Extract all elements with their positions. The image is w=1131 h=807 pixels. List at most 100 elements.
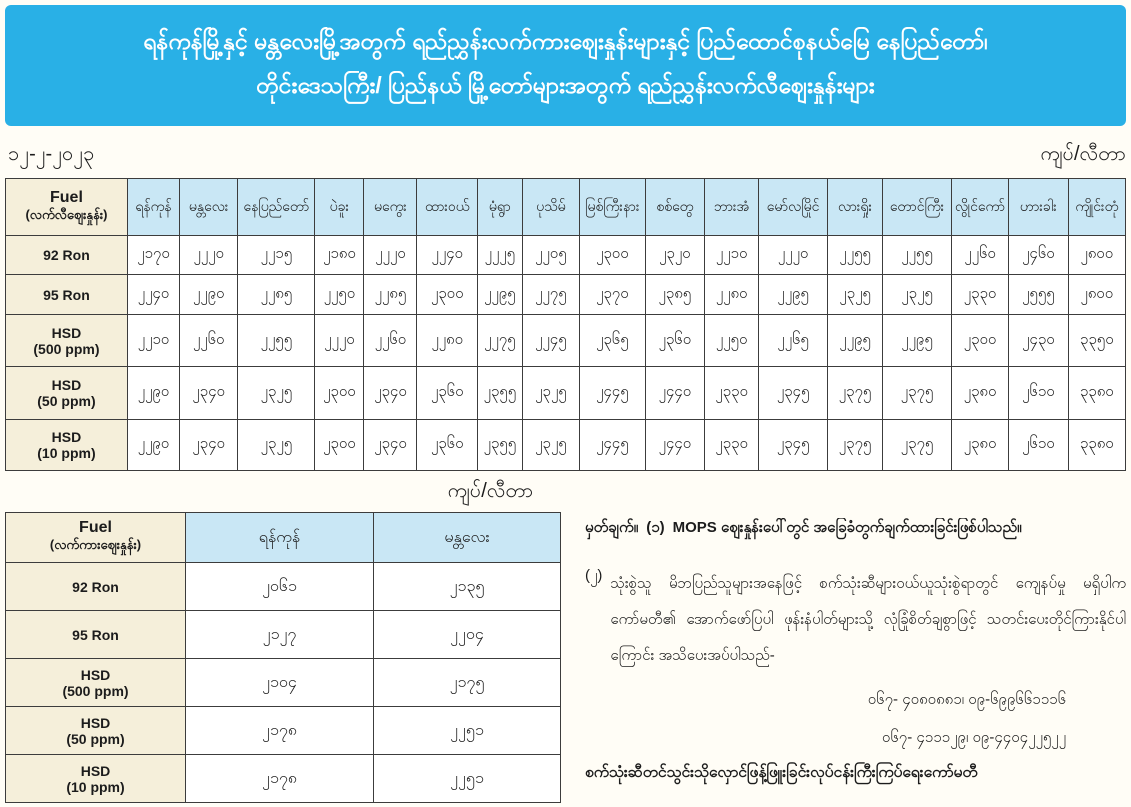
price-cell: ၂၄၄၀ (644, 419, 706, 471)
note-1-text: MOPS ဈေးနှုန်းပေါ်တွင် အခြေခံတွက်ချက်ထား… (672, 519, 1022, 536)
fuel-header-title: Fuel (50, 188, 83, 206)
wholesale-price-table: Fuel (လက်ကားဈေးနှုန်း) ရန်ကုန် မန္တလေး 92… (5, 512, 561, 803)
hotline-phone-1: ၀၆၇- ၄၀၈၀၈၈၁၊ ၀၉-၆၉၉၆၆၁၁၁၆ (867, 691, 1066, 708)
price-cell: ၂၃၅၅ (476, 366, 523, 420)
price-cell: ၂၂၈၅ (237, 274, 316, 315)
price-row: 92 Ron ၂၁၇၀ ၂၂၂၀ ၂၂၁၅ ၂၁၈၀ ၂၂၂၀ ၂၂၄၀ ၂၂၂၅ ၂၂၀၅ ၂၃… (5, 235, 1127, 275)
price-cell: ၂၆၁၀ (1008, 366, 1069, 420)
price-cell: ၂၃၇၅ (826, 366, 884, 420)
price-row: HSD (500 ppm) ၂၁၀၄ ၂၁၇၅ (5, 658, 561, 707)
price-cell: ၂၃၆၅ (579, 314, 646, 367)
price-cell: ၂၂၂၀ (758, 235, 828, 275)
fuel-label: 95 Ron (5, 274, 128, 315)
city-header: ရန်ကုန် (185, 512, 374, 563)
city-header: မုံရွာ (476, 178, 523, 236)
price-cell: ၂၂၅၀ (703, 314, 760, 367)
retail-price-table: Fuel (လက်လီဈေးနှုန်း) ရန်ကုန် မန္တလေး နေပြ… (5, 178, 1127, 471)
city-header: နေပြည်တော် (237, 178, 316, 236)
unit-label-top: ကျပ်/လီတာ (1040, 143, 1126, 165)
price-cell: ၂၁၂၇ (185, 610, 374, 659)
committee-name: စက်သုံးဆီတင်သွင်းသိုလှောင်ဖြန့်ဖြူးခြင်း… (585, 764, 978, 781)
price-cell: ၂၄၃၀ (1008, 314, 1069, 367)
price-row: HSD (10 ppm) ၂၂၉၀ ၂၃၄၀ ၂၃၂၅ ၂၃၀၀ ၂၃၄၀ ၂၃၆၀ ၂၃၅၅၂… (5, 419, 1127, 471)
price-cell: ၂၃၅၅ (476, 419, 523, 471)
note-1-number: (၁) (646, 519, 665, 536)
price-cell: ၂၂၉၅ (476, 274, 523, 315)
city-header: ပဲခူး (314, 178, 365, 236)
price-cell: ၂၂၆၀ (363, 314, 418, 367)
price-cell: ၂၁၀၄ (185, 658, 374, 707)
price-cell: ၂၃၃၀ (950, 274, 1010, 315)
fuel-header-title: Fuel (79, 519, 112, 536)
price-cell: ၂၃၄၀ (178, 366, 239, 420)
price-cell: ၂၂၁၀ (126, 314, 180, 367)
fuel-label: HSD (10 ppm) (5, 754, 186, 803)
city-header: မြစ်ကြီးနား (579, 178, 646, 236)
city-header: လားရှိုး (826, 178, 884, 236)
price-cell: ၂၃၄၅ (758, 366, 828, 420)
note-1: မှတ်ချက်။ (၁) MOPS ဈေးနှုန်းပေါ်တွင် အခြ… (585, 518, 1126, 540)
price-cell: ၂၂၇၅ (521, 274, 581, 315)
price-cell: ၃၃၈၀ (1067, 419, 1127, 471)
title-banner: ရန်ကုန်မြို့နှင့် မန္တလေးမြို့အတွက် ရည်ည… (5, 5, 1126, 126)
price-cell: ၂၂၂၀ (178, 235, 239, 275)
fuel-label: HSD (500 ppm) (5, 658, 186, 707)
fuel-label: HSD (50 ppm) (5, 366, 128, 420)
price-cell: ၂၃၄၀ (363, 419, 418, 471)
price-cell: ၃၃၅၀ (1067, 314, 1127, 367)
notes-section: မှတ်ချက်။ (၁) MOPS ဈေးနှုန်းပေါ်တွင် အခြ… (585, 518, 1126, 785)
city-header: ကျိုင်းတုံ (1067, 178, 1127, 236)
price-cell: ၂၁၇၈ (185, 754, 374, 803)
city-header: ပုသိမ် (521, 178, 581, 236)
price-cell: ၂၃၂၅ (237, 366, 316, 420)
city-header: ဟားခါး (1008, 178, 1069, 236)
price-cell: ၂၂၁၅ (237, 235, 316, 275)
price-row: 95 Ron ၂၂၄၀ ၂၂၉၀ ၂၂၈၅ ၂၂၅၀ ၂၂၈၅ ၂၃၀၀ ၂၂၉၅ ၂၂၇၅ ၂၃… (5, 274, 1127, 315)
price-row: HSD (10 ppm) ၂၁၇၈ ၂၂၅၁ (5, 754, 561, 803)
price-cell: ၂၃၈၀ (950, 366, 1010, 420)
price-cell: ၂၂၂၀ (363, 235, 418, 275)
meta-row: ၁၂-၂-၂၀၂၃ ကျပ်/လီတာ (8, 138, 1126, 172)
price-cell: ၂၅၅၅ (1008, 274, 1069, 315)
price-cell: ၂၂၅၅ (882, 235, 952, 275)
price-cell: ၂၃၄၀ (178, 419, 239, 471)
fuel-label: 92 Ron (5, 562, 186, 611)
city-header: တောင်ကြီး (882, 178, 952, 236)
price-cell: ၂၂၂၀ (314, 314, 365, 367)
price-cell: ၂၂၀၄ (373, 610, 561, 659)
price-cell: ၂၂၈၀ (416, 314, 478, 367)
price-cell: ၂၂၇၅ (476, 314, 523, 367)
price-cell: ၂၂၄၀ (416, 235, 478, 275)
price-cell: ၂၂၅၁ (373, 754, 561, 803)
price-cell: ၂၃၇၅ (882, 366, 952, 420)
price-cell: ၂၁၇၈ (185, 706, 374, 755)
price-cell: ၂၂၅၅ (826, 235, 884, 275)
price-cell: ၂၂၄၅ (521, 314, 581, 367)
price-cell: ၂၃၆၀ (644, 314, 706, 367)
price-cell: ၂၂၉၅ (882, 314, 952, 367)
price-cell: ၂၁၇၅ (373, 658, 561, 707)
price-cell: ၂၂၅၁ (373, 706, 561, 755)
date-label: ၁၂-၂-၂၀၂၃ (8, 143, 95, 165)
price-cell: ၂၃၀၀ (950, 314, 1010, 367)
price-cell: ၂၂၄၀ (126, 274, 180, 315)
price-cell: ၃၃၈၀ (1067, 366, 1127, 420)
price-cell: ၂၃၀၀ (314, 419, 365, 471)
price-row: 92 Ron ၂၀၆၁ ၂၁၃၅ (5, 562, 561, 611)
price-cell: ၂၂၆၀ (178, 314, 239, 367)
price-cell: ၂၂၉၀ (126, 419, 180, 471)
title-line-2: တိုင်းဒေသကြီး/ ပြည်နယ် မြို့တော်များအတွက… (256, 71, 875, 98)
price-cell: ၂၁၃၅ (373, 562, 561, 611)
price-cell: ၂၁၇၀ (126, 235, 180, 275)
fuel-label: HSD (500 ppm) (5, 314, 128, 367)
city-header: မန္တလေး (178, 178, 239, 236)
wholesale-fuel-header: Fuel (လက်ကားဈေးနှုန်း) (5, 512, 186, 563)
city-header: မန္တလေး (373, 512, 561, 563)
price-cell: ၂၃၀၀ (579, 235, 646, 275)
price-cell: ၂၂၁၀ (703, 235, 760, 275)
price-cell: ၂၃၇၅ (826, 419, 884, 471)
price-cell: ၂၄၄၀ (644, 366, 706, 420)
city-header: ထားဝယ် (416, 178, 478, 236)
price-cell: ၂၂၈၀ (703, 274, 760, 315)
price-cell: ၂၂၉၀ (178, 274, 239, 315)
